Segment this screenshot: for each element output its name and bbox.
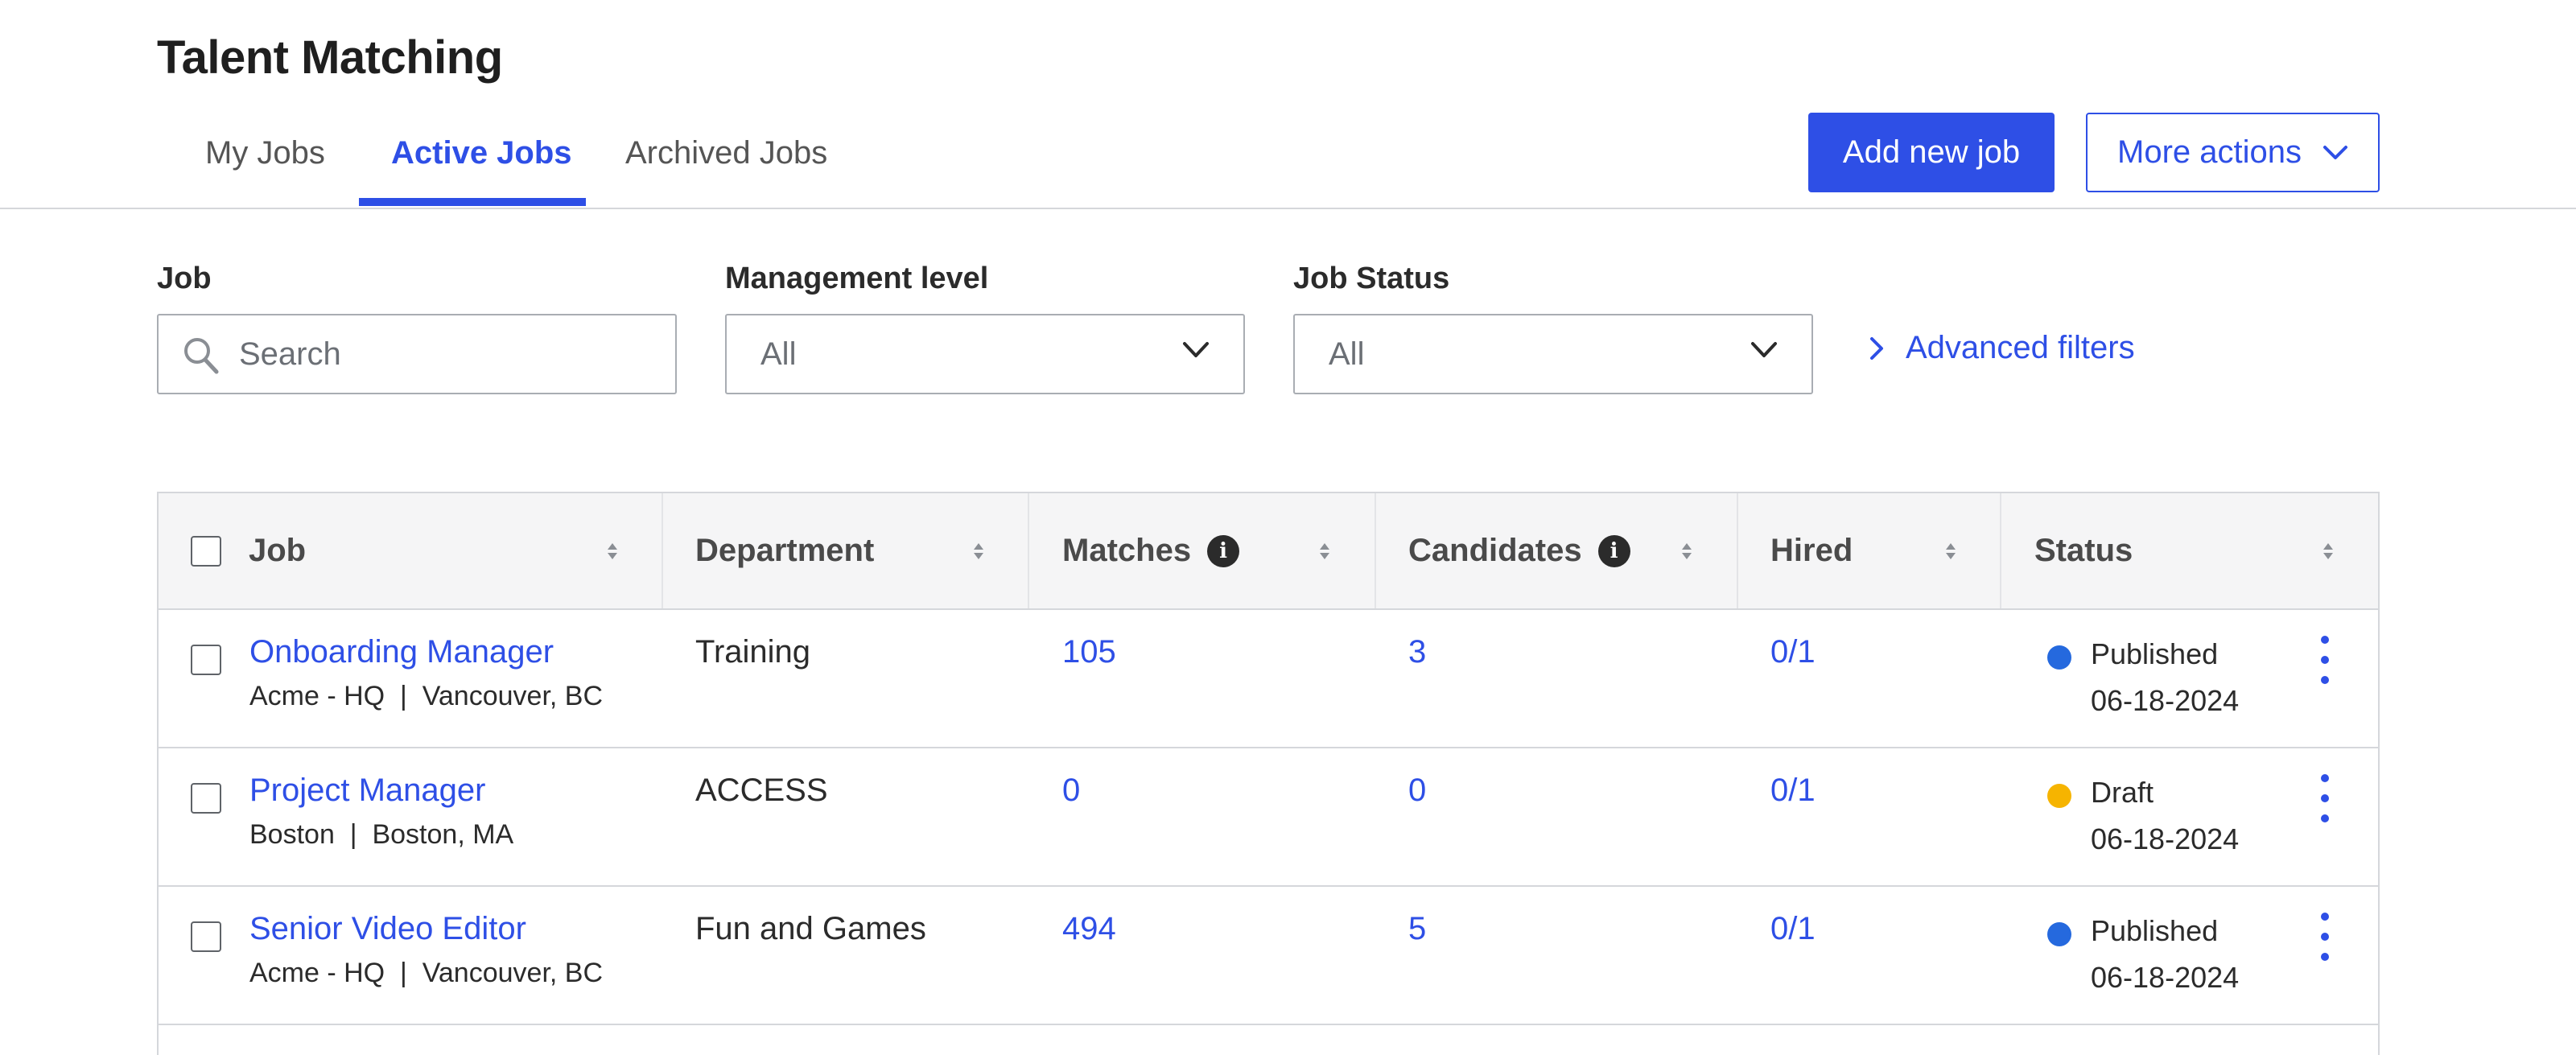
advanced-filters-link[interactable]: Advanced filters bbox=[1869, 330, 2135, 366]
status-dot-published bbox=[2047, 922, 2071, 946]
column-job-label: Job bbox=[249, 533, 307, 568]
job-tabs: My Jobs Active Jobs Archived Jobs bbox=[0, 121, 885, 209]
status-dot-draft bbox=[2047, 784, 2071, 808]
active-tab-indicator bbox=[359, 198, 586, 206]
column-header-matches[interactable]: Matches i bbox=[1062, 493, 1240, 608]
status-dot-published bbox=[2047, 645, 2071, 670]
add-new-job-button[interactable]: Add new job bbox=[1808, 113, 2055, 192]
table-row: Senior Video Editor Acme - HQ | Vancouve… bbox=[159, 887, 2378, 1025]
hired-link[interactable]: 0/1 bbox=[1770, 911, 1816, 946]
column-header-job[interactable]: Job bbox=[249, 493, 306, 608]
job-title-link[interactable]: Senior Video Editor bbox=[249, 911, 526, 946]
status-label: Published bbox=[2091, 914, 2219, 947]
management-level-label: Management level bbox=[725, 262, 989, 295]
job-title-link[interactable]: Project Manager bbox=[249, 773, 486, 808]
column-divider bbox=[662, 493, 663, 608]
row-checkbox[interactable] bbox=[191, 783, 221, 814]
tab-active-jobs[interactable]: Active Jobs bbox=[391, 135, 572, 171]
sort-icon[interactable] bbox=[2322, 542, 2335, 561]
department-cell: ACCESS bbox=[695, 773, 828, 808]
chevron-down-icon bbox=[2323, 145, 2347, 159]
hired-link[interactable]: 0/1 bbox=[1770, 634, 1816, 670]
column-header-department[interactable]: Department bbox=[695, 493, 874, 608]
job-title-link[interactable]: Onboarding Manager bbox=[249, 634, 554, 670]
status-date: 06-18-2024 bbox=[2091, 961, 2240, 994]
status-label: Draft bbox=[2091, 776, 2154, 809]
tab-my-jobs[interactable]: My Jobs bbox=[205, 135, 325, 171]
search-placeholder: Search bbox=[239, 336, 341, 372]
job-status-value: All bbox=[1329, 336, 1365, 372]
status-label: Published bbox=[2091, 637, 2219, 670]
header-divider bbox=[0, 208, 2576, 209]
column-header-candidates[interactable]: Candidates i bbox=[1408, 493, 1630, 608]
more-actions-button[interactable]: More actions bbox=[2086, 113, 2380, 192]
sort-icon[interactable] bbox=[972, 542, 985, 561]
candidates-link[interactable]: 3 bbox=[1408, 634, 1427, 670]
tab-archived-jobs[interactable]: Archived Jobs bbox=[625, 135, 828, 171]
table-row: Project Manager Boston | Boston, MA ACCE… bbox=[159, 748, 2378, 887]
job-location: Acme - HQ | Vancouver, BC bbox=[249, 681, 604, 711]
table-row: Onboarding Manager Acme - HQ | Vancouver… bbox=[159, 610, 2378, 748]
job-location: Acme - HQ | Vancouver, BC bbox=[249, 958, 604, 988]
status-date: 06-18-2024 bbox=[2091, 684, 2240, 717]
sort-icon[interactable] bbox=[1680, 542, 1693, 561]
column-divider bbox=[1737, 493, 1738, 608]
matches-link[interactable]: 105 bbox=[1062, 634, 1116, 670]
job-location: Boston | Boston, MA bbox=[249, 819, 514, 850]
sort-icon[interactable] bbox=[1944, 542, 1957, 561]
search-icon bbox=[184, 338, 219, 374]
chevron-down-icon bbox=[1751, 342, 1777, 357]
row-actions-kebab-icon[interactable] bbox=[2317, 774, 2333, 822]
table-header: Job Department Matches i Candidates i bbox=[159, 493, 2378, 610]
job-search-input[interactable]: Search bbox=[157, 314, 677, 394]
job-status-label: Job Status bbox=[1293, 262, 1450, 295]
sort-icon[interactable] bbox=[606, 542, 619, 561]
matches-link[interactable]: 0 bbox=[1062, 773, 1081, 808]
sort-icon[interactable] bbox=[1318, 542, 1331, 561]
advanced-filters-label: Advanced filters bbox=[1906, 330, 2135, 365]
row-actions-kebab-icon[interactable] bbox=[2317, 913, 2333, 961]
column-candidates-label: Candidates bbox=[1408, 533, 1582, 568]
column-department-label: Department bbox=[695, 533, 875, 568]
row-actions-kebab-icon[interactable] bbox=[2317, 636, 2333, 684]
job-status-select[interactable]: All bbox=[1293, 314, 1813, 394]
department-cell: Fun and Games bbox=[695, 911, 926, 946]
hired-link[interactable]: 0/1 bbox=[1770, 773, 1816, 808]
department-cell: Training bbox=[695, 634, 811, 670]
column-status-label: Status bbox=[2034, 533, 2133, 568]
page-title: Talent Matching bbox=[157, 31, 503, 84]
column-matches-label: Matches bbox=[1062, 533, 1192, 568]
jobs-table: Job Department Matches i Candidates i bbox=[157, 492, 2380, 1055]
candidates-link[interactable]: 5 bbox=[1408, 911, 1427, 946]
column-divider bbox=[1028, 493, 1029, 608]
status-date: 06-18-2024 bbox=[2091, 822, 2240, 855]
row-checkbox[interactable] bbox=[191, 921, 221, 952]
info-icon[interactable]: i bbox=[1597, 534, 1630, 567]
management-level-value: All bbox=[760, 336, 797, 372]
column-header-hired[interactable]: Hired bbox=[1770, 493, 1853, 608]
column-divider bbox=[1375, 493, 1376, 608]
matches-link[interactable]: 494 bbox=[1062, 911, 1116, 946]
row-checkbox[interactable] bbox=[191, 645, 221, 675]
candidates-link[interactable]: 0 bbox=[1408, 773, 1427, 808]
job-filter-label: Job bbox=[157, 262, 212, 295]
management-level-select[interactable]: All bbox=[725, 314, 1245, 394]
chevron-right-icon bbox=[1870, 336, 1883, 360]
more-actions-label: More actions bbox=[2117, 134, 2302, 170]
column-divider bbox=[2000, 493, 2001, 608]
select-all-checkbox[interactable] bbox=[191, 536, 221, 567]
info-icon[interactable]: i bbox=[1207, 534, 1240, 567]
column-hired-label: Hired bbox=[1770, 533, 1853, 568]
column-header-status[interactable]: Status bbox=[2034, 493, 2133, 608]
add-new-job-label: Add new job bbox=[1842, 134, 2021, 170]
chevron-down-icon bbox=[1183, 342, 1209, 357]
